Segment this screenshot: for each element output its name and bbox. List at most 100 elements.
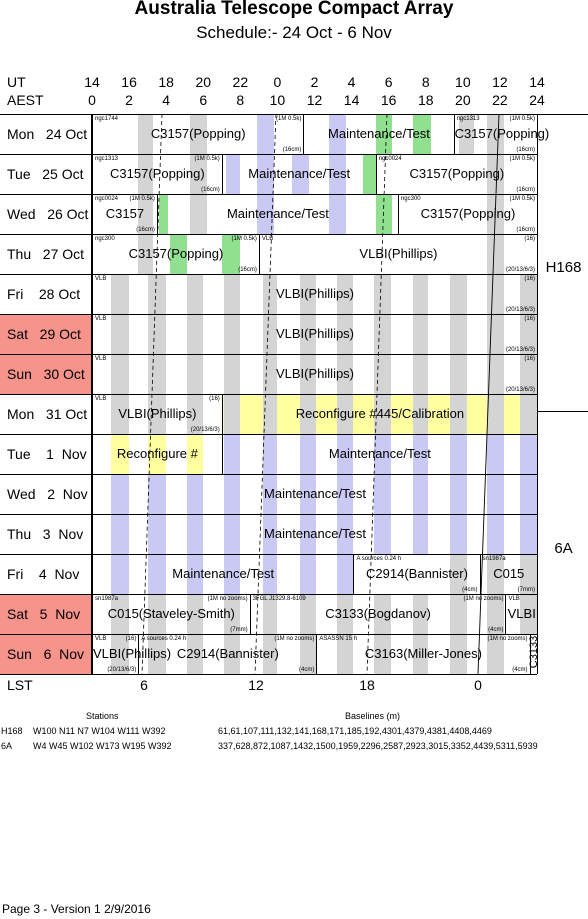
maintenance-band (299, 555, 317, 594)
night-band (186, 355, 204, 394)
schedule-block[interactable]: C3133(Bogdanov) 3FGL J1329.8-6109 (1M no z… (249, 595, 506, 634)
schedule-block[interactable]: C3163(Miller-Jones) ASASSN 15 h (1M no zoo… (316, 635, 529, 674)
schedule-block[interactable]: Maintenance/Test (221, 155, 376, 194)
schedule-block[interactable]: C3157(Popping) ngc1313 (1M 0.5k) (16cm) (453, 115, 549, 154)
night-band (110, 275, 130, 314)
schedule-block[interactable]: VLBI VLB (505, 595, 537, 634)
block-band: (20/13/6/3) (107, 667, 137, 673)
night-band (449, 555, 467, 594)
schedule-block[interactable]: VLBI(Phillips) VLB (16) (20/13/6/3) (92, 275, 537, 314)
day-label: Sat 5 Nov (0, 595, 92, 634)
night-band (186, 275, 204, 314)
block-title: Maintenance/Test (328, 446, 431, 461)
ut-tick: 4 (347, 74, 356, 90)
schedule-block[interactable]: C3133 (528, 635, 540, 674)
block-source: sn1987a (95, 596, 119, 602)
maintenance-band (110, 555, 130, 594)
aest-tick: 0 (88, 92, 96, 108)
block-title: VLBI (507, 606, 536, 621)
day-label: Fri 28 Oct (0, 275, 92, 314)
maintenance-band (412, 475, 428, 514)
schedule-block[interactable]: Maintenance/Test (221, 435, 537, 474)
schedule-block[interactable]: C015 sn1987a (7mm) (479, 555, 537, 594)
day-label: Sun 6 Nov (0, 635, 92, 674)
night-band (223, 635, 241, 674)
block-title: C3157(Popping) (110, 166, 205, 181)
maintenance-band (299, 435, 317, 474)
night-band (223, 315, 241, 354)
block-band: (20/13/6/3) (505, 347, 535, 353)
block-band: (7mm) (230, 627, 248, 633)
day-label: Sun 30 Oct (0, 355, 92, 394)
schedule-block[interactable]: C3157(Popping) ngc1744 (1M 0.5k) (16cm) (92, 115, 303, 154)
day-label: Sat 29 Oct (0, 315, 92, 354)
day-label: Mon 31 Oct (0, 395, 92, 434)
config-panel: 6A (537, 411, 588, 674)
maintenance-band (336, 515, 354, 554)
schedule-block[interactable]: VLBI(Phillips) VLB (16) (20/13/6/3) (92, 315, 537, 354)
block-title: C3157 (105, 206, 145, 221)
schedule-block[interactable]: C015(Staveley-Smith) sn1987a (1M no zooms)… (92, 595, 250, 634)
night-band (449, 355, 467, 394)
schedule-block[interactable]: VLBI(Phillips) VLB (16) (20/13/6/3) (258, 235, 537, 274)
schedule-block[interactable]: VLBI(Phillips) VLB (16) (20/13/6/3) (92, 635, 171, 674)
day-row: Reconfigure # Maintenance/Test Tue 1 Nov (0, 434, 537, 474)
block-source: VLB (95, 396, 107, 402)
day-row: Maintenance/Test C2914(Bannister) A source… (0, 554, 537, 594)
schedule-block[interactable]: C3157(Popping) ngc1313 (1M 0.5k) (16cm) (92, 155, 222, 194)
schedule-block[interactable]: Reconfigure # (92, 435, 222, 474)
schedule-block[interactable]: Reconfigure #445/Calibration (221, 395, 537, 434)
day-label: Mon 24 Oct (0, 115, 92, 154)
maintenance-band (292, 155, 309, 194)
block-title: C3157(Popping) (409, 166, 505, 181)
config-panel: H168 (537, 114, 588, 411)
block-title: C2914(Bannister) (176, 646, 279, 661)
day-row: VLBI(Phillips) VLB (16) (20/13/6/3) Reconfig… (0, 394, 537, 434)
night-band (190, 155, 207, 194)
schedule-block[interactable]: Maintenance/Test (156, 195, 398, 234)
block-title: VLBI(Phillips) (359, 246, 438, 261)
maintenance-band (412, 435, 428, 474)
block-source: VLB (508, 596, 520, 602)
block-band: (4cm) (488, 627, 504, 633)
maintenance-band (449, 475, 467, 514)
block-correlator: (1M 0.5k) (129, 196, 155, 202)
maintenance-band (336, 475, 354, 514)
night-band (190, 115, 207, 154)
lst-tick: 6 (140, 677, 148, 693)
night-band (186, 635, 204, 674)
block-band: (20/13/6/3) (505, 267, 535, 273)
schedule-block[interactable]: Maintenance/Test (92, 515, 537, 554)
night-band (412, 395, 428, 434)
ut-tick: 22 (232, 74, 249, 90)
day-row: VLBI(Phillips) VLB (16) (20/13/6/3) Sun 30 O… (0, 354, 537, 394)
schedule-block[interactable]: C3157(Popping) ngc300 (1M 0.5k) (16cm) (92, 235, 259, 274)
block-correlator: (1M no zooms) (463, 596, 504, 602)
schedule-block[interactable]: C3157(Popping) ngc300 (1M 0.5k) (16cm) (397, 195, 537, 234)
lst-tick: 18 (359, 677, 375, 693)
night-band (520, 275, 537, 314)
night-band (299, 275, 317, 314)
schedule-block[interactable]: Maintenance/Test (92, 555, 353, 594)
schedule-block[interactable]: C2914(Bannister) A sources 0.24 h (1M no z… (138, 635, 316, 674)
schedule-block[interactable]: VLBI(Phillips) VLB (16) (20/13/6/3) (92, 395, 222, 434)
maintenance-band (336, 435, 354, 474)
schedule-block[interactable]: VLBI(Phillips) VLB (16) (20/13/6/3) (92, 355, 537, 394)
night-band (299, 595, 317, 634)
block-title: C3157(Popping) (420, 206, 516, 221)
schedule-block[interactable]: Maintenance/Test (303, 115, 453, 154)
observing-band (158, 195, 169, 234)
night-band (449, 395, 467, 434)
block-title: Maintenance/Test (248, 166, 351, 181)
block-source: VLB (95, 276, 107, 282)
ut-tick: 14 (529, 74, 545, 90)
schedule-block[interactable]: C2914(Bannister) A sources 0.24 h (4cm) (353, 555, 479, 594)
stations-heading: Stations (86, 711, 119, 721)
schedule-block[interactable]: Maintenance/Test (92, 475, 537, 514)
night-band (412, 275, 428, 314)
schedule-block[interactable]: C3157(Popping) ngc0024 (1M 0.5k) (16cm) (375, 155, 537, 194)
night-band (110, 355, 130, 394)
schedule-block[interactable]: C3157 ngc0024 (1M 0.5k) (16cm) (92, 195, 157, 234)
page-footer: Page 3 - Version 1 2/9/2016 (2, 902, 151, 916)
config-name: 6A (554, 540, 573, 557)
